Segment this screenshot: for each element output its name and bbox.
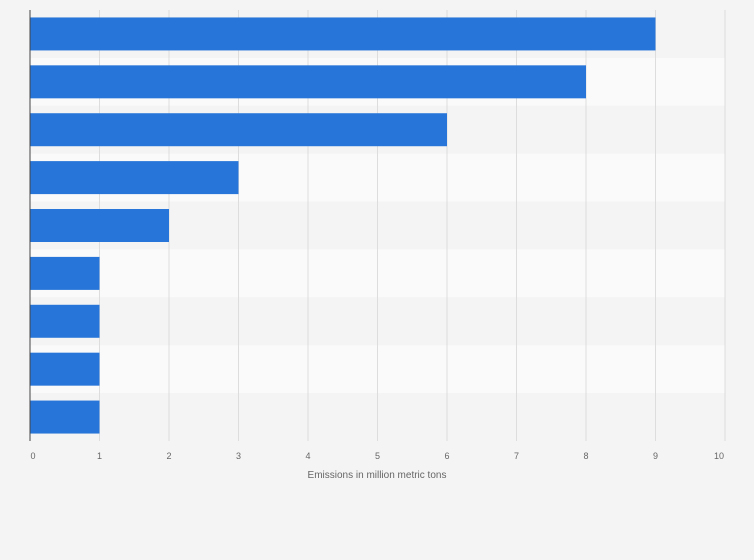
x-tick-label: 8: [583, 451, 588, 461]
x-tick-labels: 0 1 2 3 4 5 6 7 8 9 10: [30, 451, 724, 461]
x-tick-label: 3: [236, 451, 241, 461]
x-tick-label: 0: [30, 451, 35, 461]
x-tick-label: 10: [714, 451, 724, 461]
x-tick-label: 1: [97, 451, 102, 461]
bar[interactable]: [30, 400, 100, 434]
bar[interactable]: [30, 161, 239, 195]
bars: [30, 17, 656, 434]
x-tick-label: 9: [653, 451, 658, 461]
bar[interactable]: [30, 209, 169, 242]
bar[interactable]: [30, 17, 656, 51]
x-tick-label: 7: [514, 451, 519, 461]
x-tick-label: 4: [305, 451, 310, 461]
bar[interactable]: [30, 113, 447, 147]
x-tick-label: 6: [444, 451, 449, 461]
x-tick-label: 5: [375, 451, 380, 461]
bar[interactable]: [30, 256, 100, 290]
bar[interactable]: [30, 65, 586, 99]
x-tick-label: 2: [166, 451, 171, 461]
bar[interactable]: [30, 304, 100, 338]
bar[interactable]: [30, 352, 100, 386]
x-axis-title: Emissions in million metric tons: [308, 470, 447, 481]
